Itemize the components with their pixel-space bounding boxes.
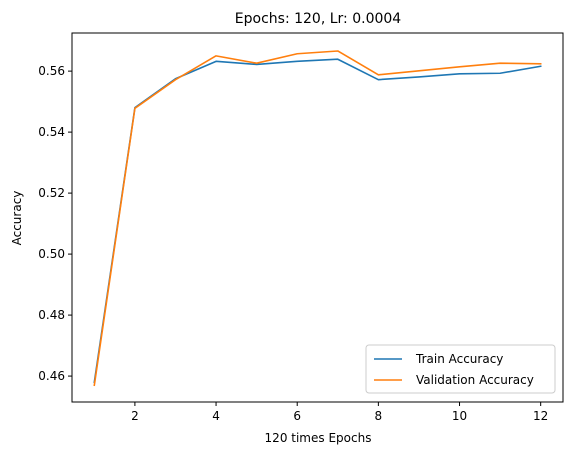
y-tick-label: 0.50 [38,247,65,261]
legend-label: Train Accuracy [415,352,503,366]
series-group [93,50,542,387]
y-tick-label: 0.48 [38,308,65,322]
x-axis: 2 4 6 8 10 12 [131,402,548,423]
x-tick-label: 10 [452,409,467,423]
y-tick-label: 0.54 [38,125,65,139]
x-tick-label: 8 [375,409,383,423]
x-tick-label: 2 [131,409,139,423]
x-tick-label: 6 [293,409,301,423]
y-axis-label: Accuracy [10,191,24,246]
y-tick-label: 0.46 [38,369,65,383]
x-axis-label: 120 times Epochs [265,431,372,445]
x-tick-label: 12 [533,409,548,423]
x-tick-label: 4 [212,409,220,423]
y-tick-label: 0.52 [38,186,65,200]
y-axis: 0.46 0.48 0.50 0.52 0.54 0.56 [38,64,72,383]
legend-box [365,344,556,394]
series-line-validation-accuracy [93,50,542,387]
legend-label: Validation Accuracy [416,373,534,387]
y-tick-label: 0.56 [38,64,65,78]
legend: Train Accuracy Validation Accuracy [365,344,556,394]
chart-title: Epochs: 120, Lr: 0.0004 [235,11,402,27]
